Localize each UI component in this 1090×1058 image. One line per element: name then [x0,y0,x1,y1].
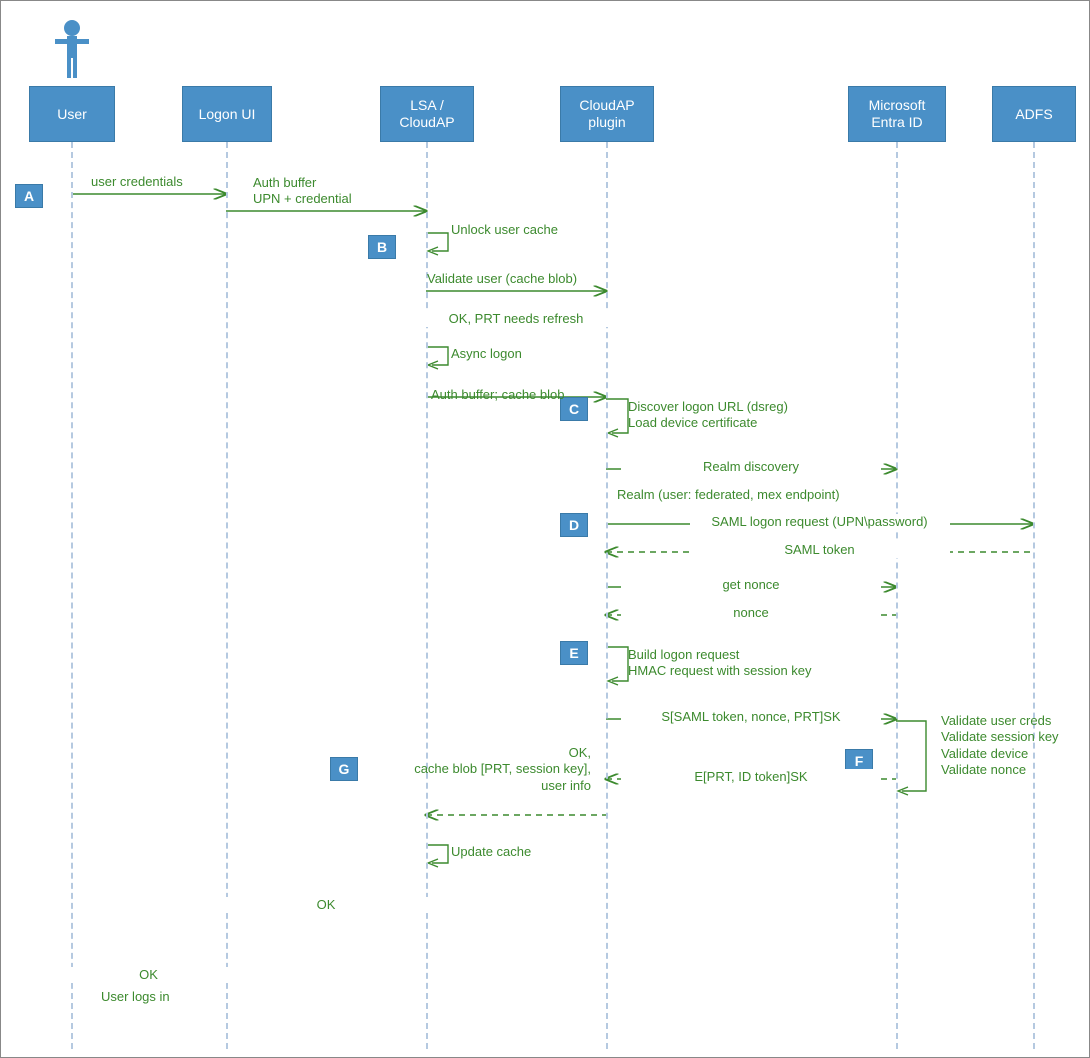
user-actor-icon [55,19,89,84]
participant-user: User [29,86,115,142]
message-label: OK,cache blob [PRT, session key],user in… [411,745,591,794]
step-badge-A: A [15,184,43,208]
participant-lsa: LSA /CloudAP [380,86,474,142]
message-label: Auth bufferUPN + credential [253,175,352,208]
message-label: Validate user (cache blob) [427,271,577,287]
lifeline-plugin [606,142,608,1049]
message-label: nonce [621,605,881,621]
step-badge-B: B [368,235,396,259]
message-label: Validate user credsValidate session keyV… [941,713,1059,778]
message-label: Async logon [451,346,522,362]
step-badge-D: D [560,513,588,537]
message-label: Update cache [451,844,531,860]
step-badge-G: G [330,757,358,781]
message-label: SAML token [690,542,950,558]
message-label: Discover logon URL (dsreg)Load device ce… [628,399,788,432]
step-badge-E: E [560,641,588,665]
lifeline-user [71,142,73,1049]
message-label: S[SAML token, nonce, PRT]SK [621,709,881,725]
message-label: Realm discovery [621,459,881,475]
participant-logonui: Logon UI [182,86,272,142]
message-label: User logs in [101,989,170,1005]
message-label: E[PRT, ID token]SK [621,769,881,785]
message-label: SAML logon request (UPN\password) [690,514,950,530]
participant-adfs: ADFS [992,86,1076,142]
message-label: OK [196,897,456,913]
message-label: Auth buffer; cache blob [431,387,564,403]
message-label: Realm (user: federated, mex endpoint) [617,487,840,503]
message-label: OK [19,967,279,983]
message-label: Unlock user cache [451,222,558,238]
lifeline-adfs [1033,142,1035,1049]
sequence-diagram: User Logon UI LSA /CloudAP CloudAPplugin Mic… [0,0,1090,1058]
participant-entra: MicrosoftEntra ID [848,86,946,142]
message-label: user credentials [91,174,183,190]
message-label: Build logon requestHMAC request with ses… [628,647,812,680]
participant-plugin: CloudAPplugin [560,86,654,142]
message-label: OK, PRT needs refresh [386,311,646,327]
lifeline-entra [896,142,898,1049]
message-label: get nonce [621,577,881,593]
